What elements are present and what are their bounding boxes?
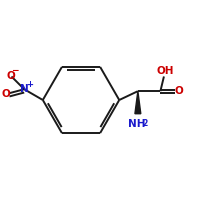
Text: O: O [174,86,183,96]
Text: −: − [11,66,19,75]
Text: O: O [6,71,15,81]
Polygon shape [135,91,141,114]
Text: 2: 2 [142,119,147,128]
Text: O: O [2,89,10,99]
Text: +: + [26,80,33,89]
Text: OH: OH [156,66,174,76]
Text: N: N [20,84,29,94]
Text: NH: NH [128,119,146,129]
